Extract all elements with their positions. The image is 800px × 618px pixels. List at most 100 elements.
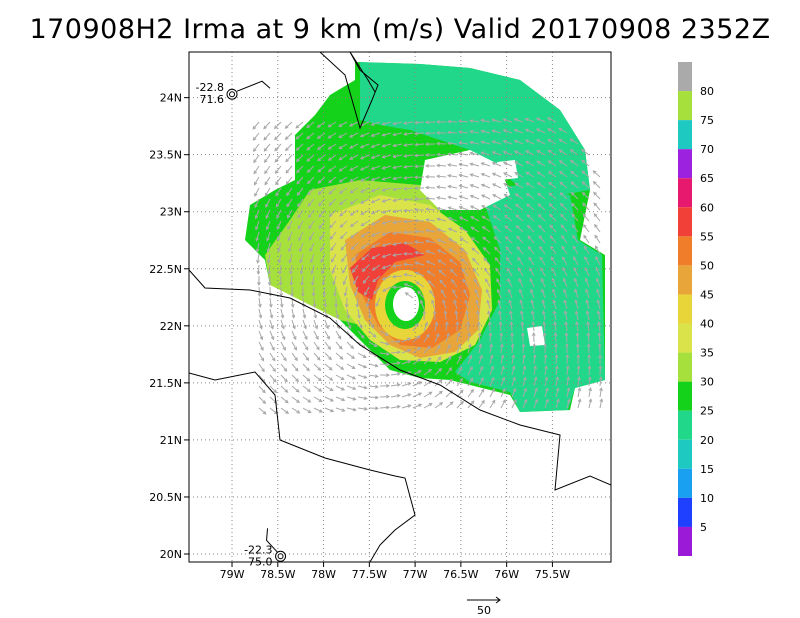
wind-vector xyxy=(302,319,307,329)
wind-vector xyxy=(258,319,263,329)
wind-vector-head xyxy=(331,270,336,275)
wind-vector-head xyxy=(448,248,453,253)
wind-vector xyxy=(307,187,315,195)
wind-vector xyxy=(434,391,443,398)
wind-vector xyxy=(489,377,495,387)
colorbar-label: 40 xyxy=(700,318,714,331)
wind-vector xyxy=(382,198,392,203)
wind-vector xyxy=(360,187,370,193)
wind-vector xyxy=(382,143,392,147)
wind-vector-head xyxy=(297,203,301,208)
wind-vector xyxy=(489,344,492,354)
wind-vector-head xyxy=(255,248,260,253)
wind-vector xyxy=(341,253,348,262)
wind-vector-head xyxy=(261,368,265,373)
wind-barb xyxy=(236,80,271,92)
wind-vector-head xyxy=(491,376,495,381)
wind-vector xyxy=(554,322,557,332)
wind-vector xyxy=(256,231,260,241)
wind-vector-head xyxy=(396,404,401,409)
wind-vector xyxy=(328,176,337,183)
wind-vector xyxy=(415,272,425,277)
wind-vector xyxy=(382,132,392,136)
wind-vector xyxy=(302,352,309,361)
wind-vector xyxy=(434,356,442,365)
wind-vector xyxy=(382,165,392,170)
wind-vector-head xyxy=(554,342,558,347)
wind-vector xyxy=(415,262,425,266)
wind-vector xyxy=(301,275,304,285)
wind-vector-head xyxy=(447,343,451,348)
wind-vector xyxy=(537,171,546,178)
wind-vector-head xyxy=(339,356,344,360)
wind-vector xyxy=(505,236,513,244)
wind-vector xyxy=(489,332,492,343)
colorbar-label: 25 xyxy=(700,405,714,418)
wind-vector xyxy=(519,289,524,299)
wind-vector-head xyxy=(286,214,291,219)
wind-vector-head xyxy=(375,303,379,308)
colorbar-swatch xyxy=(678,323,692,353)
wind-vector xyxy=(267,253,271,263)
wind-vector-head xyxy=(258,314,263,319)
wind-vector xyxy=(328,187,337,195)
wind-vector-head xyxy=(263,159,268,164)
wind-vector-head xyxy=(598,364,603,369)
wind-vector-head xyxy=(457,343,462,348)
wind-vector-head xyxy=(285,169,290,174)
wind-vector xyxy=(287,231,293,241)
wind-vector xyxy=(503,140,513,145)
wind-vector xyxy=(563,278,568,288)
wind-vector xyxy=(530,289,535,299)
wind-vector xyxy=(266,220,271,230)
wind-vector-head xyxy=(396,350,401,355)
wind-vector-head xyxy=(516,246,521,251)
wind-vector-head xyxy=(491,129,496,133)
wind-vector-head xyxy=(481,215,486,220)
wind-vector-head xyxy=(499,331,504,336)
wind-vector xyxy=(450,269,458,277)
wind-vector xyxy=(269,330,274,340)
wind-vector xyxy=(520,300,524,310)
wind-vector-head xyxy=(513,398,517,403)
wind-vector xyxy=(549,224,557,233)
wind-vector-head xyxy=(340,376,345,381)
wind-vector-head xyxy=(267,270,272,275)
wind-vector-head xyxy=(407,382,412,386)
wind-vector-head xyxy=(504,235,509,240)
station-temp: -22.3 xyxy=(244,543,272,556)
wind-vector-head xyxy=(558,128,563,132)
wind-vector-head xyxy=(319,409,323,413)
wind-vector xyxy=(461,268,469,277)
wind-vector xyxy=(401,337,411,343)
wind-vector xyxy=(257,264,260,275)
wind-vector-head xyxy=(487,310,491,315)
wind-vector xyxy=(267,242,271,252)
wind-vector-head xyxy=(596,310,601,315)
wind-vector-head xyxy=(347,325,352,330)
wind-vector-head xyxy=(437,344,441,349)
wind-vector-head xyxy=(539,245,543,250)
wind-vector-head xyxy=(350,246,355,250)
wind-vector xyxy=(482,226,491,233)
wind-vector xyxy=(461,258,469,266)
wind-vector-head xyxy=(374,384,379,389)
wind-vector-head xyxy=(502,150,507,155)
wind-vector-head xyxy=(407,393,412,397)
wind-vector-head xyxy=(435,163,440,168)
wind-vector-head xyxy=(540,277,545,282)
wind-vector xyxy=(522,388,527,398)
colorbar-swatch xyxy=(678,178,692,208)
wind-vector-head xyxy=(469,129,474,134)
wind-vector xyxy=(521,321,524,332)
wind-vector xyxy=(563,289,568,299)
wind-vector xyxy=(423,391,432,398)
wind-band-25-north xyxy=(360,62,590,195)
wind-vector-head xyxy=(599,398,604,403)
wind-vector-head xyxy=(458,162,463,167)
wind-vector xyxy=(313,374,322,382)
wind-vector xyxy=(448,153,458,156)
wind-vector-head xyxy=(598,376,603,381)
wind-vector-head xyxy=(514,193,519,197)
wind-vector xyxy=(427,270,436,277)
